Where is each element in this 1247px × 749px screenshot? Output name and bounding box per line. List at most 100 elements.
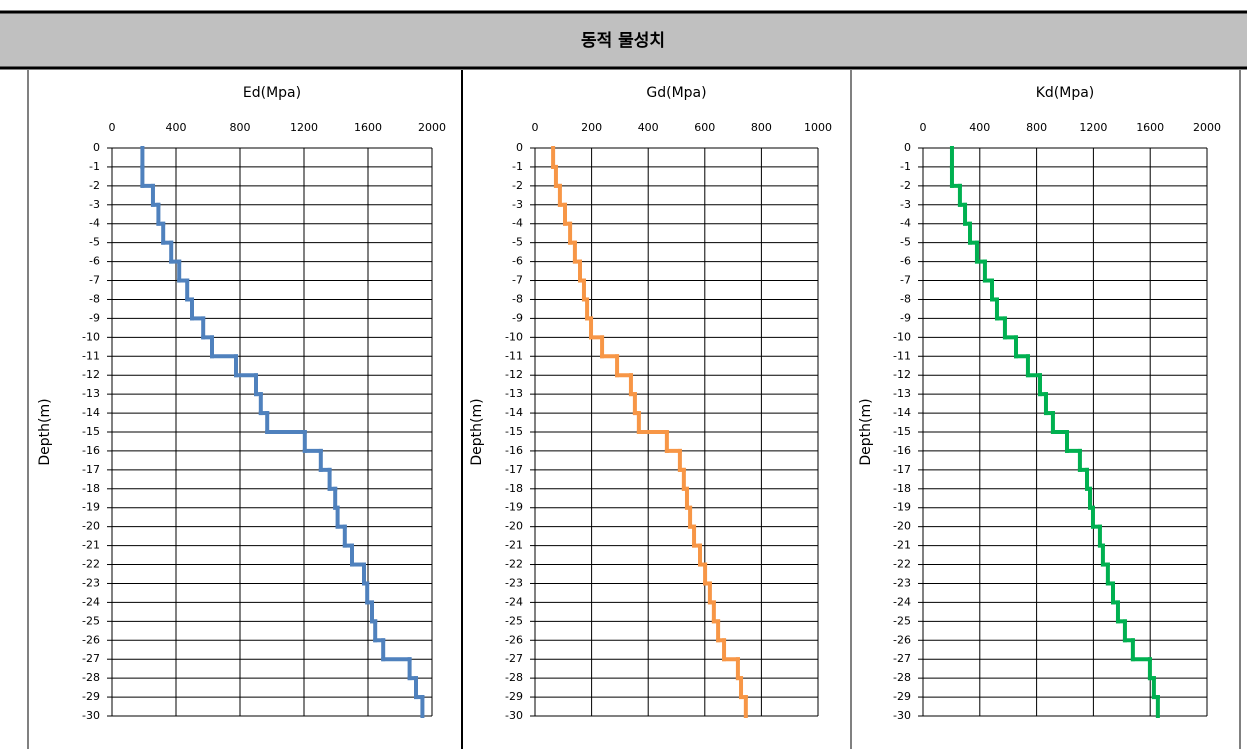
y-tick-label: 0: [516, 141, 523, 154]
y-tick-label: -27: [82, 652, 100, 665]
y-tick-label: -20: [82, 520, 100, 533]
y-axis-label: Depth(m): [37, 398, 53, 465]
x-tick-label: 600: [694, 121, 715, 134]
y-tick-label: -11: [505, 349, 523, 362]
y-tick-label: -22: [82, 558, 100, 571]
y-tick-label: -18: [893, 482, 911, 495]
y-tick-label: -12: [505, 368, 523, 381]
y-tick-label: -8: [512, 292, 523, 305]
y-tick-label: -5: [900, 236, 911, 249]
x-tick-label: 800: [230, 121, 251, 134]
x-tick-label: 800: [1026, 121, 1047, 134]
y-tick-label: -29: [505, 690, 523, 703]
x-tick-label: 1000: [804, 121, 832, 134]
y-tick-label: -13: [82, 387, 100, 400]
y-tick-label: -17: [893, 463, 911, 476]
y-tick-label: -4: [900, 217, 911, 230]
y-tick-label: -1: [900, 160, 911, 173]
y-tick-label: -23: [505, 576, 523, 589]
y-tick-label: -9: [900, 311, 911, 324]
y-tick-label: -16: [82, 444, 100, 457]
x-tick-label: 200: [581, 121, 602, 134]
y-tick-label: -12: [893, 368, 911, 381]
y-tick-label: -11: [893, 349, 911, 362]
y-tick-label: -2: [89, 179, 100, 192]
y-tick-label: -15: [893, 425, 911, 438]
y-tick-label: -9: [512, 311, 523, 324]
x-tick-label: 0: [532, 121, 539, 134]
y-tick-label: -8: [89, 292, 100, 305]
y-tick-label: -21: [505, 539, 523, 552]
y-tick-label: -1: [89, 160, 100, 173]
y-tick-label: -16: [893, 444, 911, 457]
y-tick-label: -24: [893, 595, 911, 608]
y-tick-label: -20: [505, 520, 523, 533]
y-tick-label: -20: [893, 520, 911, 533]
y-tick-label: -30: [505, 709, 523, 722]
y-tick-label: -19: [82, 501, 100, 514]
y-tick-label: -14: [82, 406, 100, 419]
y-tick-label: -10: [505, 330, 523, 343]
y-tick-label: -3: [512, 198, 523, 211]
y-tick-label: -3: [89, 198, 100, 211]
y-tick-label: -24: [505, 595, 523, 608]
y-tick-label: -28: [82, 671, 100, 684]
y-tick-label: -10: [893, 330, 911, 343]
y-tick-label: -26: [893, 633, 911, 646]
y-tick-label: -27: [893, 652, 911, 665]
y-tick-label: -6: [512, 255, 523, 268]
y-axis-label: Depth(m): [469, 398, 485, 465]
y-tick-label: -24: [82, 595, 100, 608]
y-tick-label: -17: [505, 463, 523, 476]
y-tick-label: -21: [82, 539, 100, 552]
y-tick-label: -5: [89, 236, 100, 249]
y-tick-label: -17: [82, 463, 100, 476]
chart-title: Gd(Mpa): [646, 85, 706, 101]
y-tick-label: -29: [82, 690, 100, 703]
y-tick-label: -2: [512, 179, 523, 192]
y-tick-label: -21: [893, 539, 911, 552]
y-tick-label: -6: [900, 255, 911, 268]
y-tick-label: -13: [893, 387, 911, 400]
y-tick-label: -28: [505, 671, 523, 684]
y-tick-label: -9: [89, 311, 100, 324]
y-tick-label: -28: [893, 671, 911, 684]
x-tick-label: 1200: [1079, 121, 1107, 134]
y-tick-label: -25: [893, 614, 911, 627]
y-tick-label: -15: [505, 425, 523, 438]
y-tick-label: -18: [505, 482, 523, 495]
y-tick-label: -13: [505, 387, 523, 400]
y-tick-label: -15: [82, 425, 100, 438]
y-tick-label: -2: [900, 179, 911, 192]
y-tick-label: -30: [893, 709, 911, 722]
y-tick-label: -22: [505, 558, 523, 571]
y-tick-label: -1: [512, 160, 523, 173]
y-tick-label: -10: [82, 330, 100, 343]
y-tick-label: -14: [893, 406, 911, 419]
x-tick-label: 400: [638, 121, 659, 134]
chart-title: Ed(Mpa): [243, 85, 301, 101]
y-tick-label: -25: [505, 614, 523, 627]
y-tick-label: -7: [900, 274, 911, 287]
y-tick-label: -16: [505, 444, 523, 457]
x-tick-label: 1200: [290, 121, 318, 134]
y-tick-label: -19: [505, 501, 523, 514]
header-title: 동적 물성치: [581, 31, 665, 51]
y-tick-label: -7: [89, 274, 100, 287]
y-tick-label: -4: [512, 217, 523, 230]
header-bar: [0, 12, 1247, 68]
y-tick-label: -3: [900, 198, 911, 211]
x-tick-label: 0: [109, 121, 116, 134]
x-tick-label: 400: [166, 121, 187, 134]
x-tick-label: 2000: [418, 121, 446, 134]
y-tick-label: -4: [89, 217, 100, 230]
y-tick-label: -5: [512, 236, 523, 249]
y-tick-label: -11: [82, 349, 100, 362]
y-tick-label: -14: [505, 406, 523, 419]
x-tick-label: 400: [969, 121, 990, 134]
y-tick-label: -30: [82, 709, 100, 722]
y-axis-label: Depth(m): [858, 398, 874, 465]
y-tick-label: -19: [893, 501, 911, 514]
chart-title: Kd(Mpa): [1036, 85, 1095, 101]
